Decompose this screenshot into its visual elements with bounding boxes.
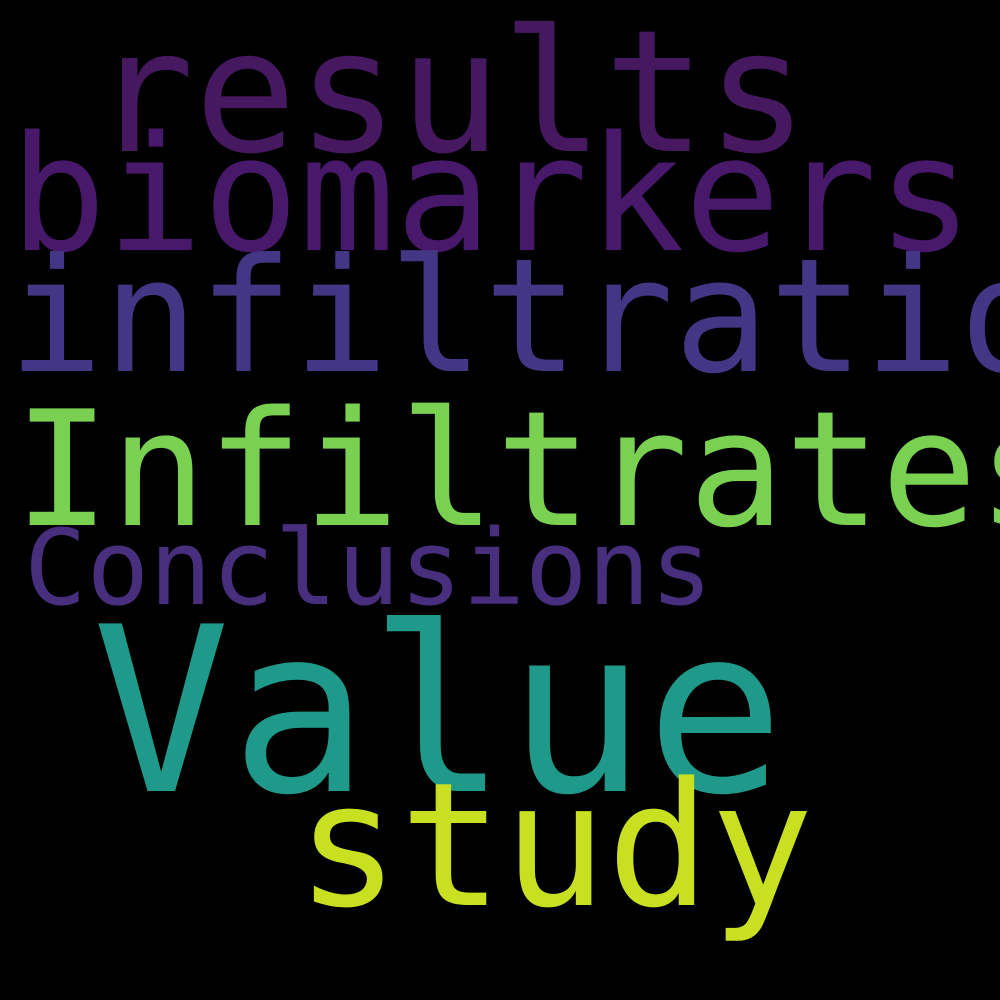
- word-study: study: [296, 745, 814, 946]
- word-infiltrates: Infiltrates: [14, 376, 1000, 563]
- word-results: results: [92, 0, 809, 192]
- word-infiltration: infiltration: [8, 225, 1000, 409]
- word-value: Value: [92, 579, 785, 846]
- word-biomarkers: biomarkers: [10, 101, 974, 288]
- word-conclusions: Conclusions: [24, 507, 713, 629]
